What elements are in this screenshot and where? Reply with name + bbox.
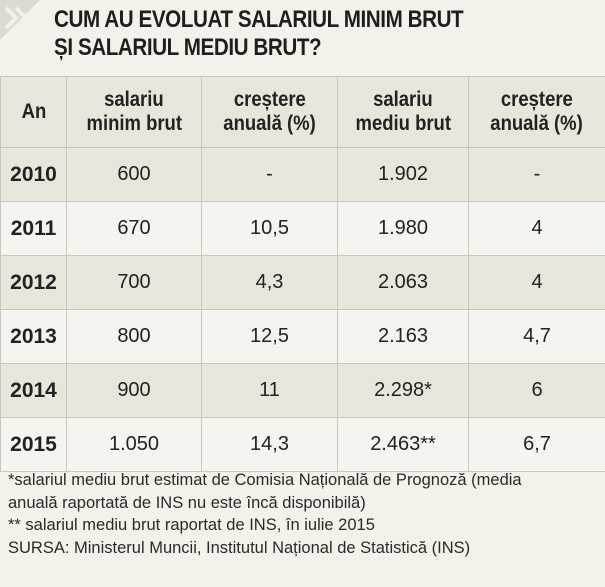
header-avg-salary: salariu mediu brut bbox=[337, 76, 469, 148]
header-line: mediu brut bbox=[355, 112, 451, 135]
salary-table: An salariu minim brut creștere anuală (%… bbox=[0, 76, 605, 472]
cell-year: 2012 bbox=[0, 255, 67, 310]
chart-header: CUM AU EVOLUAT SALARIUL MINIM BRUT ȘI SA… bbox=[0, 0, 605, 74]
header-line: creștere bbox=[233, 88, 306, 111]
cell-avg-salary: 1.980 bbox=[337, 201, 469, 256]
cell-min-salary: 1.050 bbox=[66, 417, 202, 472]
header-line: minim brut bbox=[86, 112, 182, 135]
table-row: 2012 700 4,3 2.063 4 bbox=[0, 255, 605, 310]
cell-avg-salary: 2.298* bbox=[337, 363, 469, 418]
cell-year: 2014 bbox=[0, 363, 67, 418]
source-line: SURSA: Ministerul Muncii, Institutul Naț… bbox=[8, 538, 471, 557]
footnote-line: *salariul mediu brut estimat de Comisia … bbox=[8, 471, 522, 489]
cell-min-growth: 4,3 bbox=[201, 255, 338, 310]
table-row: 2011 670 10,5 1.980 4 bbox=[0, 201, 605, 256]
cell-avg-growth: 4 bbox=[468, 255, 605, 310]
title-line-2: ȘI SALARIUL MEDIU BRUT? bbox=[54, 34, 322, 61]
cell-avg-growth: 4 bbox=[468, 201, 605, 256]
header-line: anuală (%) bbox=[223, 112, 316, 135]
header-line: anuală (%) bbox=[490, 112, 584, 135]
table-row: 2010 600 - 1.902 - bbox=[0, 147, 605, 202]
header-avg-growth: creștere anuală (%) bbox=[468, 76, 605, 148]
table-row: 2014 900 11 2.298* 6 bbox=[0, 363, 605, 418]
header-line: salariu bbox=[104, 88, 164, 111]
header-line: An bbox=[21, 100, 46, 123]
footnote-line: anuală raportată de INS nu este încă dis… bbox=[8, 493, 366, 512]
cell-min-salary: 600 bbox=[66, 147, 202, 202]
header-min-growth: creștere anuală (%) bbox=[201, 76, 338, 148]
cell-min-salary: 800 bbox=[66, 309, 202, 364]
cell-min-growth: 10,5 bbox=[201, 201, 338, 256]
header-year: An bbox=[0, 76, 67, 148]
cell-avg-growth: - bbox=[468, 147, 605, 202]
footnotes: *salariul mediu brut estimat de Comisia … bbox=[8, 469, 600, 559]
chart-title: CUM AU EVOLUAT SALARIUL MINIM BRUT ȘI SA… bbox=[54, 6, 464, 62]
cell-min-growth: - bbox=[201, 147, 338, 202]
cell-avg-salary: 1.902 bbox=[337, 147, 469, 202]
cell-avg-growth: 6 bbox=[468, 363, 605, 418]
cell-avg-growth: 6,7 bbox=[468, 417, 605, 472]
cell-min-growth: 14,3 bbox=[201, 417, 338, 472]
cell-avg-salary: 2.463** bbox=[337, 417, 469, 472]
table-row: 2013 800 12,5 2.163 4,7 bbox=[0, 309, 605, 364]
header-line: salariu bbox=[373, 88, 433, 111]
footnote-line: ** salariul mediu brut raportat de INS, … bbox=[8, 516, 375, 534]
title-line-1: CUM AU EVOLUAT SALARIUL MINIM BRUT bbox=[54, 6, 464, 33]
cell-year: 2013 bbox=[0, 309, 67, 364]
cell-min-growth: 12,5 bbox=[201, 309, 338, 364]
cell-min-salary: 900 bbox=[66, 363, 202, 418]
cell-year: 2011 bbox=[0, 201, 67, 256]
cell-avg-salary: 2.063 bbox=[337, 255, 469, 310]
cell-avg-salary: 2.163 bbox=[337, 309, 469, 364]
cell-min-salary: 670 bbox=[66, 201, 202, 256]
table-header-row: An salariu minim brut creștere anuală (%… bbox=[0, 76, 605, 148]
header-line: creștere bbox=[501, 88, 573, 111]
corner-chevron-icon bbox=[0, 0, 40, 40]
cell-year: 2015 bbox=[0, 417, 67, 472]
cell-min-salary: 700 bbox=[66, 255, 202, 310]
cell-min-growth: 11 bbox=[201, 363, 338, 418]
cell-avg-growth: 4,7 bbox=[468, 309, 605, 364]
header-min-salary: salariu minim brut bbox=[66, 76, 202, 148]
table-row: 2015 1.050 14,3 2.463** 6,7 bbox=[0, 417, 605, 472]
cell-year: 2010 bbox=[0, 147, 67, 202]
